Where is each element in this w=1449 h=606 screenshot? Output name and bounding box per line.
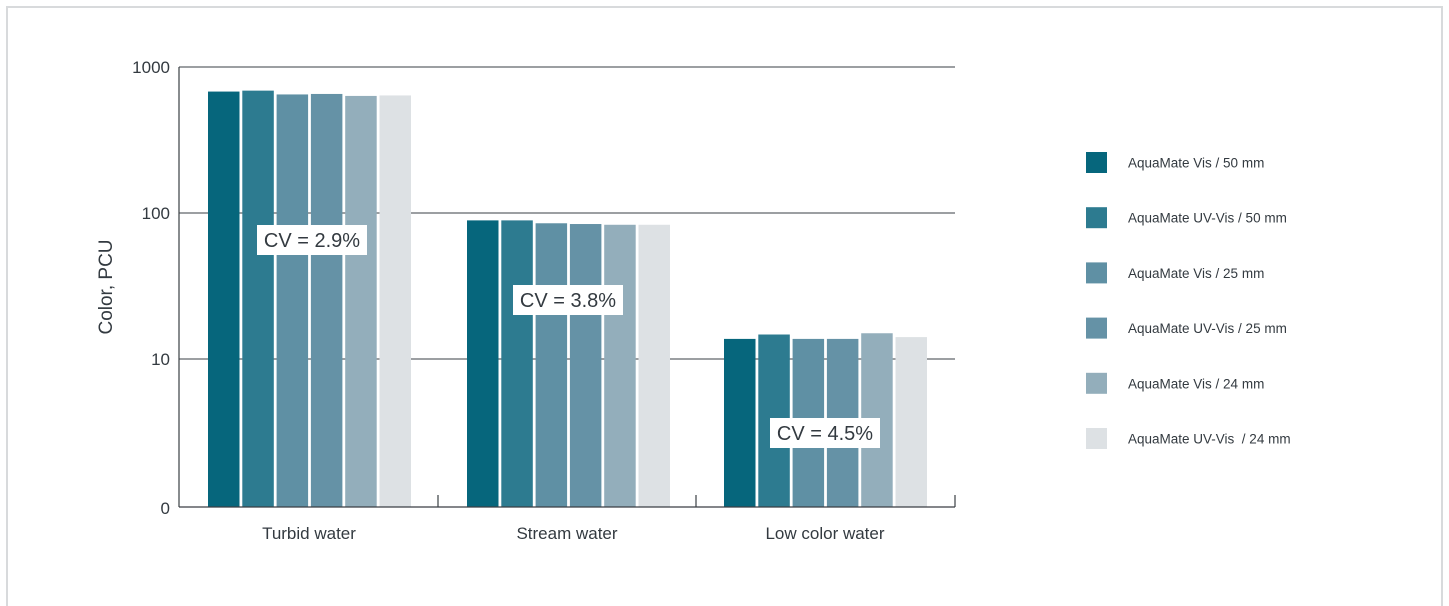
bar — [379, 95, 411, 507]
legend-label: AquaMate Vis / 50 mm — [1128, 156, 1264, 171]
cv-annotations: CV = 2.9% CV = 3.8% CV = 4.5% — [257, 225, 880, 448]
y-tick-label: 0 — [161, 499, 170, 518]
bar — [895, 337, 927, 507]
legend-swatch — [1086, 152, 1107, 173]
category-label: Turbid water — [262, 524, 356, 543]
bar — [569, 224, 602, 507]
cv-label-box — [770, 418, 880, 448]
bar — [467, 220, 499, 508]
bars-group — [208, 90, 927, 508]
bar — [242, 90, 274, 507]
legend-label: AquaMate Vis / 25 mm — [1128, 266, 1264, 281]
legend-label: AquaMate UV-Vis / 24 mm — [1128, 432, 1291, 447]
cv-label: CV = 2.9% — [264, 230, 360, 252]
category-labels: Turbid water Stream water Low color wate… — [262, 524, 885, 543]
cv-label-box — [257, 225, 367, 255]
cv-label: CV = 4.5% — [777, 423, 873, 445]
bar — [604, 224, 636, 507]
chart-frame — [6, 6, 1443, 606]
y-tick-label: 1000 — [132, 58, 170, 77]
axes — [178, 67, 956, 508]
bar — [501, 220, 533, 508]
y-tick-label: 10 — [151, 350, 170, 369]
y-tick-labels: 1000 100 10 0 — [132, 58, 170, 518]
category-label: Stream water — [516, 524, 617, 543]
y-axis-title: Color, PCU — [96, 239, 117, 334]
legend: AquaMate Vis / 50 mm AquaMate UV-Vis / 50… — [1086, 152, 1291, 449]
bar — [724, 338, 756, 507]
bar — [310, 93, 343, 507]
cv-label-box — [513, 285, 623, 315]
bar — [276, 94, 309, 507]
legend-label: AquaMate UV-Vis / 50 mm — [1128, 211, 1287, 226]
category-label: Low color water — [765, 524, 884, 543]
bar — [535, 223, 568, 507]
legend-swatch — [1086, 372, 1107, 394]
y-tick-label: 100 — [142, 204, 170, 223]
chart-svg: 1000 100 10 0 Color, PCU Turbid water St… — [96, 58, 1291, 543]
legend-swatch — [1086, 207, 1107, 229]
legend-swatch — [1086, 262, 1107, 284]
legend-swatch — [1086, 317, 1107, 339]
legend-swatch — [1086, 428, 1107, 449]
cv-label: CV = 3.8% — [520, 290, 616, 312]
legend-label: AquaMate UV-Vis / 25 mm — [1128, 321, 1287, 336]
bar — [208, 91, 240, 507]
legend-label: AquaMate Vis / 24 mm — [1128, 376, 1264, 391]
bar — [345, 95, 377, 508]
bar — [638, 224, 670, 507]
